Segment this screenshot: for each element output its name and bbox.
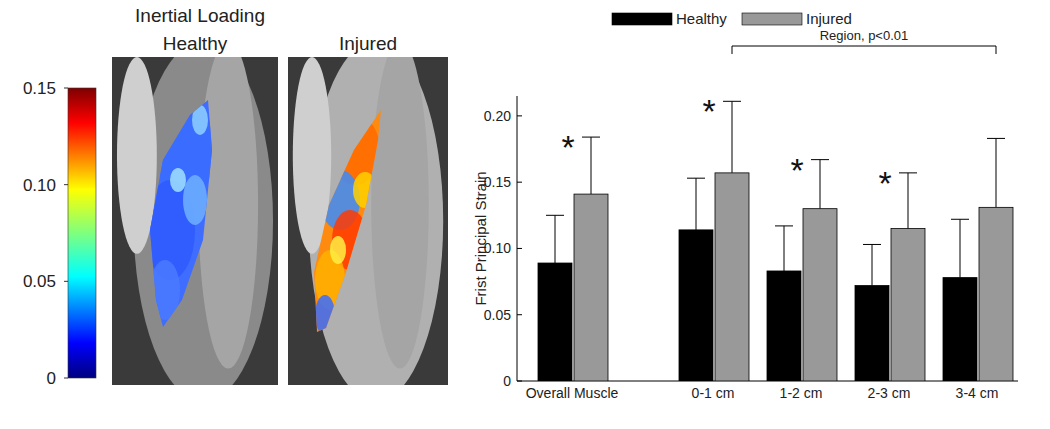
- x-tick-label: 3-4 cm: [956, 385, 999, 401]
- error-cap: [546, 215, 564, 216]
- bar: [943, 278, 977, 381]
- colorbar-tick: [64, 378, 68, 379]
- error-cap: [582, 137, 600, 138]
- strain-patch: [353, 172, 377, 208]
- x-tick-label: Overall Muscle: [526, 385, 619, 401]
- panel-label: Injured: [339, 33, 397, 54]
- bar: [715, 173, 749, 381]
- colorbar-tick-label: 0: [47, 369, 56, 388]
- strain-patch: [170, 168, 186, 192]
- strain-patch: [330, 115, 380, 185]
- strain-patch: [315, 295, 335, 335]
- legend-swatch: [742, 13, 802, 25]
- error-cap: [863, 244, 881, 245]
- colorbar-tick-label: 0.15: [23, 79, 56, 98]
- mri-panel: [112, 57, 278, 385]
- error-cap: [899, 172, 917, 173]
- bracket-label: Region, p<0.01: [820, 28, 909, 43]
- error-bar: [555, 215, 556, 263]
- legend-label: Injured: [806, 10, 852, 27]
- significance-star: *: [790, 151, 803, 189]
- y-tick: [517, 314, 522, 315]
- strain-patch: [183, 175, 207, 225]
- error-bar: [908, 173, 909, 229]
- error-bar: [732, 101, 733, 173]
- colorbar-tick-label: 0.05: [23, 272, 56, 291]
- error-bar: [872, 244, 873, 285]
- bar: [803, 209, 837, 381]
- error-bar: [820, 160, 821, 209]
- error-bar: [996, 138, 997, 207]
- muscle-patches: [315, 115, 380, 335]
- significance-star: *: [702, 92, 715, 130]
- bar: [891, 229, 925, 381]
- bar: [574, 194, 608, 381]
- y-tick-label: 0: [503, 373, 511, 389]
- bar: [979, 207, 1013, 381]
- strain-patch: [330, 236, 346, 264]
- mri-panel: [288, 57, 448, 385]
- colorbar-tick: [64, 184, 68, 185]
- error-bar: [696, 178, 697, 230]
- legend-swatch: [612, 13, 672, 25]
- legend-label: Healthy: [676, 10, 727, 27]
- mri-tissue: [309, 57, 443, 385]
- x-tick-label: 0-1 cm: [692, 385, 735, 401]
- colorbar: [68, 88, 96, 378]
- y-axis-label: Frist Principal Strain: [472, 171, 489, 305]
- error-cap: [951, 219, 969, 220]
- x-tick-label: 2-3 cm: [868, 385, 911, 401]
- error-cap: [687, 178, 705, 179]
- significance-star: *: [878, 164, 891, 202]
- bar: [855, 286, 889, 381]
- bar: [679, 230, 713, 381]
- error-cap: [987, 138, 1005, 139]
- strain-patch: [192, 105, 208, 135]
- x-tick-label: 1-2 cm: [780, 385, 823, 401]
- error-bar: [591, 137, 592, 194]
- y-axis: [517, 96, 518, 381]
- y-tick: [517, 182, 522, 183]
- y-tick-label: 0.05: [484, 307, 511, 323]
- title: Inertial Loading: [135, 5, 265, 26]
- plot-area: [538, 101, 1013, 381]
- bar: [538, 263, 572, 381]
- significance-star: *: [561, 128, 574, 166]
- error-cap: [775, 225, 793, 226]
- colorbar-tick: [64, 88, 68, 89]
- y-tick: [517, 115, 522, 116]
- figure: Inertial Loading Healthy Injured 0 0.05 0.10 0…: [0, 0, 1050, 429]
- mri-tissue: [134, 57, 273, 385]
- strain-patch: [150, 260, 180, 320]
- panel-label: Healthy: [163, 33, 228, 54]
- mri-tissue: [371, 57, 429, 369]
- colorbar-tick-label: 0.10: [23, 176, 56, 195]
- y-tick: [517, 248, 522, 249]
- y-tick: [517, 381, 522, 382]
- error-cap: [811, 159, 829, 160]
- y-tick-label: 0.20: [484, 108, 511, 124]
- error-bar: [960, 219, 961, 277]
- muscle-patches: [145, 100, 215, 320]
- mri-tissue: [117, 57, 157, 254]
- significance-bracket: [732, 46, 996, 54]
- error-cap: [723, 101, 741, 102]
- colorbar-tick: [64, 281, 68, 282]
- error-bar: [784, 226, 785, 271]
- bar: [767, 271, 801, 381]
